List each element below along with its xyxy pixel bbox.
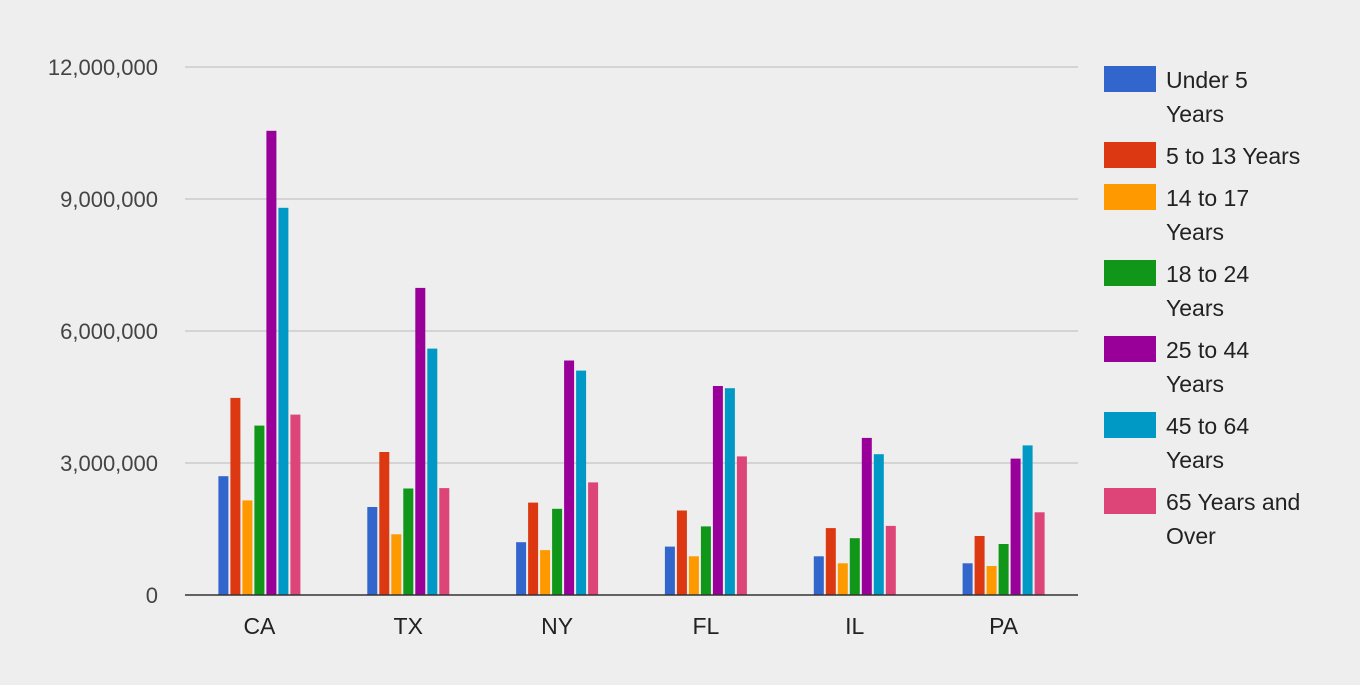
legend-item[interactable]: 65 Years and Over (1104, 488, 1300, 549)
bar[interactable] (415, 287, 426, 595)
legend-swatch (1104, 336, 1156, 362)
bar[interactable] (986, 566, 997, 595)
bar[interactable] (588, 482, 599, 595)
bar[interactable] (218, 476, 229, 595)
legend-label: 65 Years and (1166, 489, 1300, 515)
x-category-label: TX (394, 613, 423, 639)
legend-label: Years (1166, 219, 1224, 245)
bar[interactable] (885, 525, 896, 595)
bar[interactable] (427, 348, 438, 595)
bar[interactable] (813, 556, 824, 595)
bar[interactable] (664, 546, 675, 595)
bar[interactable] (849, 538, 860, 595)
bar[interactable] (552, 508, 563, 595)
bar[interactable] (403, 488, 414, 596)
bars (218, 130, 1045, 596)
bar[interactable] (516, 542, 527, 595)
bar[interactable] (676, 510, 687, 596)
bar[interactable] (242, 500, 253, 595)
bar[interactable] (254, 425, 265, 595)
legend-swatch (1104, 412, 1156, 438)
x-category-label: PA (989, 613, 1019, 639)
legend-swatch (1104, 66, 1156, 92)
legend-label: Years (1166, 295, 1224, 321)
bar[interactable] (962, 563, 973, 595)
legend-label: Years (1166, 101, 1224, 127)
bar[interactable] (230, 397, 241, 595)
bar[interactable] (367, 507, 378, 595)
y-tick-label: 12,000,000 (48, 55, 158, 80)
bar[interactable] (974, 536, 985, 595)
x-category-label: IL (845, 613, 864, 639)
legend-swatch (1104, 488, 1156, 514)
bar[interactable] (576, 370, 587, 595)
legend-item[interactable]: Under 5 Years (1104, 66, 1248, 127)
bar[interactable] (700, 526, 711, 595)
y-tick-label: 9,000,000 (60, 187, 158, 212)
legend-swatch (1104, 260, 1156, 286)
legend-label: 14 to 17 (1166, 185, 1249, 211)
bar[interactable] (688, 556, 699, 595)
bar[interactable] (278, 207, 289, 596)
x-category-label: FL (692, 613, 719, 639)
legend-label: 25 to 44 (1166, 337, 1249, 363)
legend-label: 45 to 64 (1166, 413, 1249, 439)
legend-item[interactable]: 14 to 17 Years (1104, 184, 1249, 245)
bar[interactable] (998, 544, 1009, 595)
legend-label: Under 5 (1166, 67, 1248, 93)
y-tick-label: 6,000,000 (60, 319, 158, 344)
y-axis: 0 3,000,000 6,000,000 9,000,000 12,000,000 (48, 55, 158, 608)
x-category-label: NY (541, 613, 573, 639)
legend-label: 18 to 24 (1166, 261, 1249, 287)
legend-label: Years (1166, 371, 1224, 397)
bar[interactable] (1010, 458, 1021, 595)
legend-item[interactable]: 18 to 24 Years (1104, 260, 1249, 321)
legend-label: Over (1166, 523, 1216, 549)
legend-swatch (1104, 142, 1156, 168)
legend-item[interactable]: 5 to 13 Years (1104, 142, 1300, 169)
legend-label: Years (1166, 447, 1224, 473)
gridlines (185, 66, 1078, 464)
bar[interactable] (391, 534, 402, 595)
y-tick-label: 3,000,000 (60, 451, 158, 476)
bar[interactable] (540, 550, 551, 595)
legend-swatch (1104, 184, 1156, 210)
bar[interactable] (528, 502, 539, 595)
bar[interactable] (724, 388, 735, 595)
legend-item[interactable]: 25 to 44 Years (1104, 336, 1249, 397)
bar[interactable] (379, 452, 390, 595)
bar[interactable] (439, 488, 450, 595)
bar[interactable] (1034, 512, 1045, 595)
bar[interactable] (825, 528, 836, 595)
legend-item[interactable]: 45 to 64 Years (1104, 412, 1249, 473)
bar[interactable] (837, 563, 848, 595)
bar[interactable] (266, 130, 277, 596)
bar[interactable] (290, 414, 301, 595)
legend-label: 5 to 13 Years (1166, 143, 1300, 169)
bar[interactable] (736, 456, 747, 595)
bar[interactable] (861, 437, 872, 595)
bar[interactable] (1022, 445, 1033, 595)
bar[interactable] (564, 360, 575, 596)
x-category-label: CA (243, 613, 276, 639)
bar[interactable] (873, 454, 884, 595)
y-tick-label: 0 (146, 583, 158, 608)
x-axis: CA TX NY FL IL PA (185, 594, 1078, 639)
bar[interactable] (712, 386, 723, 595)
